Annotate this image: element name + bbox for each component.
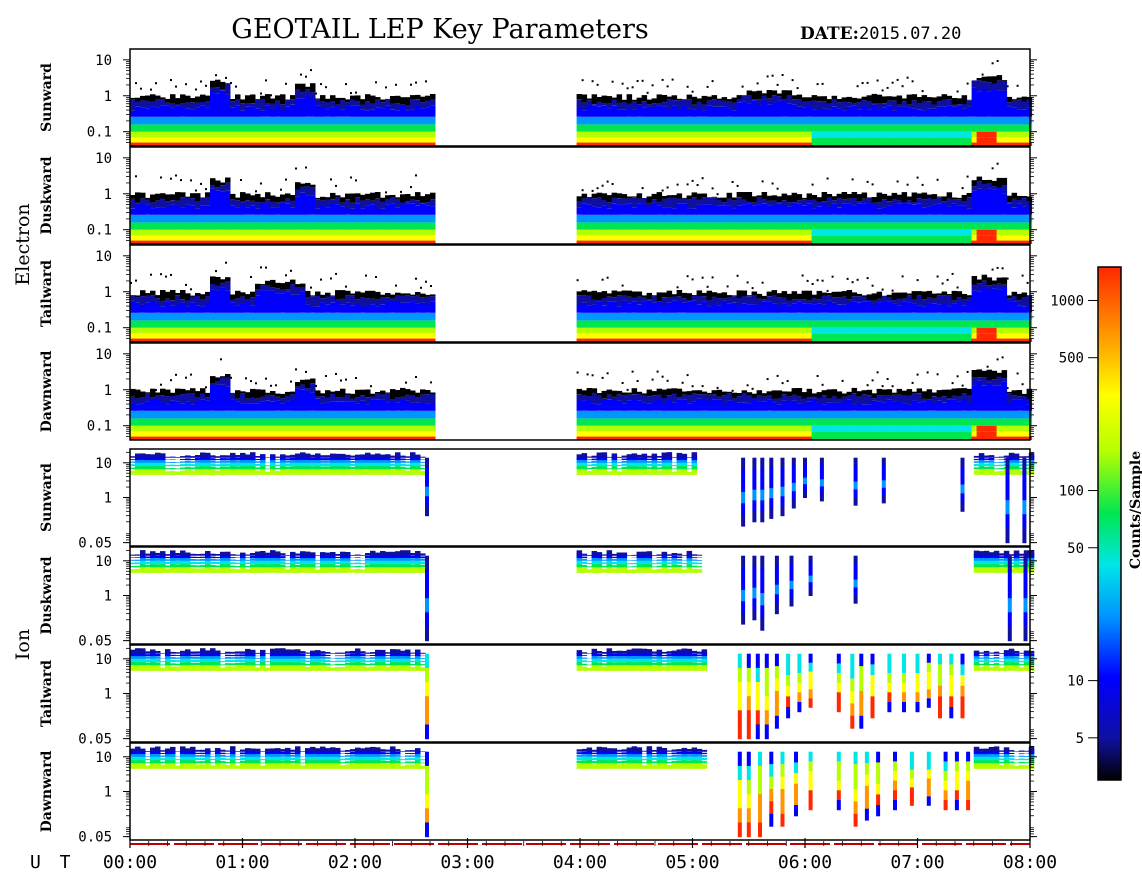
colorbar-tick-label: 5 [1076, 731, 1084, 747]
y-tick-label: 0.1 [87, 419, 112, 435]
spectrogram-spikes [425, 457, 1027, 544]
spectrogram-panels: 10 1 0.1 Sunward 10 1 0.1 Duskward 10 1 0.1 Tailwar… [39, 48, 1037, 846]
chart-title: GEOTAIL LEP Key Parameters [231, 14, 649, 45]
colorbar-tick-label: 500 [1059, 351, 1084, 367]
panel-electron-dawnward: 10 1 0.1 Dawnward [39, 342, 1037, 441]
y-tick-label: 0.1 [87, 125, 112, 141]
spectrogram-spikes [425, 751, 971, 838]
y-tick-label: 1 [104, 187, 112, 203]
group-label-electron: Electron [12, 203, 34, 285]
colorbar-tick-label: 100 [1059, 484, 1084, 500]
spectrogram-bands [130, 648, 1035, 671]
date-value: 2015.07.20 [859, 24, 961, 44]
y-tick-label: 0.05 [78, 536, 112, 552]
panel-electron-sunward: 10 1 0.1 Sunward [39, 48, 1037, 147]
spectrogram-bands [130, 746, 1035, 769]
y-tick-label: 10 [95, 750, 112, 766]
x-tick-label: 07:00 [890, 852, 944, 873]
y-tick-label: 10 [95, 151, 112, 167]
x-tick-label: 04:00 [553, 852, 607, 873]
y-tick-label: 0.05 [78, 732, 112, 748]
y-tick-label: 10 [95, 249, 112, 265]
y-tick-label: 0.05 [78, 634, 112, 650]
x-axis-label: U T [30, 852, 75, 873]
y-tick-label: 1 [104, 285, 112, 301]
x-tick-label: 03:00 [440, 852, 494, 873]
colorbar-label: Counts/Sample [1128, 451, 1142, 569]
x-tick-label: 00:00 [103, 852, 157, 873]
spectrogram-bands [130, 261, 1033, 342]
spectrogram-bands [130, 452, 1035, 475]
panel-direction-label: Sunward [39, 463, 55, 532]
colorbar-tick-label: 50 [1067, 541, 1084, 557]
y-tick-label: 0.1 [87, 223, 112, 239]
panel-direction-label: Sunward [39, 63, 55, 132]
y-tick-label: 10 [95, 53, 112, 69]
panel-direction-label: Tailward [39, 660, 55, 727]
time-axis: U T 00:00 01:00 02:00 03:00 04:00 05:00 06:00 0… [30, 838, 1057, 873]
panel-electron-duskward: 10 1 0.1 Duskward [39, 146, 1037, 245]
date-label: DATE: [800, 24, 859, 44]
colorbar: Counts/Sample 1000 500 100 50 10 5 [1050, 266, 1142, 781]
y-tick-label: 10 [95, 652, 112, 668]
y-tick-label: 1 [104, 687, 112, 703]
x-tick-label: 08:00 [1003, 852, 1057, 873]
y-tick-label: 10 [95, 456, 112, 472]
y-tick-label: 0.05 [78, 830, 112, 846]
panel-direction-label: Duskward [39, 156, 55, 234]
panel-ion-tailward: 10 1 0.05 Tailward [39, 644, 1037, 748]
group-label-ion: Ion [12, 629, 34, 660]
panel-direction-label: Duskward [39, 556, 55, 634]
spectrogram-bands [130, 162, 1033, 244]
panel-ion-sunward: 10 1 0.05 Sunward [39, 448, 1037, 552]
x-tick-label: 02:00 [328, 852, 382, 873]
colorbar-ramp [1097, 266, 1122, 781]
panel-direction-label: Dawnward [39, 750, 55, 832]
y-tick-label: 1 [104, 491, 112, 507]
panel-ion-duskward: 10 1 0.05 Duskward [39, 546, 1037, 650]
panel-electron-tailward: 10 1 0.1 Tailward [39, 244, 1037, 343]
spectrogram-spikes [425, 653, 965, 740]
panel-direction-label: Tailward [39, 260, 55, 327]
y-tick-label: 10 [95, 347, 112, 363]
x-tick-label: 05:00 [665, 852, 719, 873]
y-tick-label: 1 [104, 89, 112, 105]
colorbar-tick-label: 1000 [1050, 294, 1084, 310]
y-tick-label: 1 [104, 589, 112, 605]
y-tick-label: 1 [104, 785, 112, 801]
spectrogram-bands [130, 356, 1033, 440]
spectrogram-bands [130, 60, 1033, 146]
panel-direction-label: Dawnward [39, 350, 55, 432]
x-tick-label: 06:00 [778, 852, 832, 873]
spectrogram-spikes [425, 555, 1028, 642]
x-tick-label: 01:00 [215, 852, 269, 873]
group-labels: Electron Ion [12, 203, 34, 660]
panel-ion-dawnward: 10 1 0.05 Dawnward [39, 742, 1037, 846]
spectrogram-bands [130, 550, 1035, 573]
y-tick-label: 1 [104, 383, 112, 399]
y-tick-label: 10 [95, 554, 112, 570]
colorbar-tick-label: 10 [1067, 674, 1084, 690]
y-tick-label: 0.1 [87, 321, 112, 337]
